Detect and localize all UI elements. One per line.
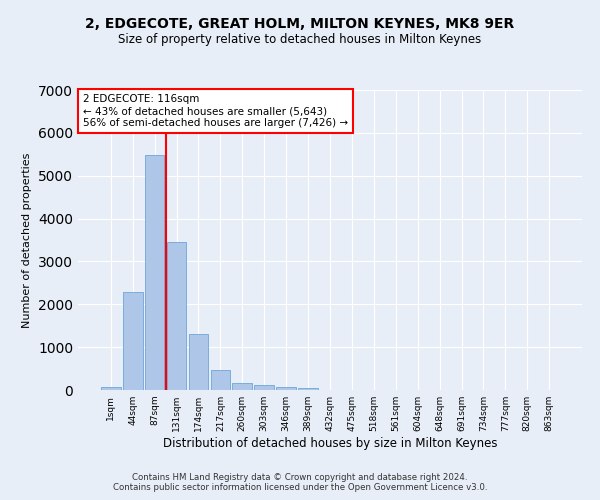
Bar [298,388,318,390]
Bar [211,370,230,390]
Bar [188,334,208,390]
X-axis label: Distribution of detached houses by size in Milton Keynes: Distribution of detached houses by size … [163,437,497,450]
Bar [167,242,187,390]
Bar [101,386,121,390]
Bar [123,292,143,390]
Bar [145,155,164,390]
Text: Size of property relative to detached houses in Milton Keynes: Size of property relative to detached ho… [118,32,482,46]
Bar [276,386,296,390]
Bar [232,383,252,390]
Text: 2, EDGECOTE, GREAT HOLM, MILTON KEYNES, MK8 9ER: 2, EDGECOTE, GREAT HOLM, MILTON KEYNES, … [85,18,515,32]
Bar [254,386,274,390]
Text: Contains public sector information licensed under the Open Government Licence v3: Contains public sector information licen… [113,482,487,492]
Text: 2 EDGECOTE: 116sqm
← 43% of detached houses are smaller (5,643)
56% of semi-deta: 2 EDGECOTE: 116sqm ← 43% of detached hou… [83,94,348,128]
Y-axis label: Number of detached properties: Number of detached properties [22,152,32,328]
Text: Contains HM Land Registry data © Crown copyright and database right 2024.: Contains HM Land Registry data © Crown c… [132,472,468,482]
